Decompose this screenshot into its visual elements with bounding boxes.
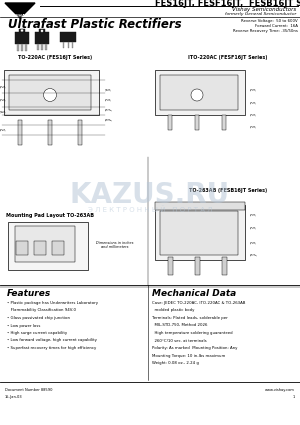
Text: 0.130
(3.30): 0.130 (3.30) bbox=[250, 227, 256, 230]
Text: 0.160
(4.06): 0.160 (4.06) bbox=[105, 89, 112, 91]
Polygon shape bbox=[5, 3, 35, 18]
Text: 0.220
(5.59): 0.220 (5.59) bbox=[0, 129, 7, 131]
Bar bbox=[222, 115, 226, 130]
Bar bbox=[155, 202, 245, 210]
Bar bbox=[155, 205, 245, 260]
Bar bbox=[72, 42, 74, 48]
Text: Polarity: As marked  Mounting Position: Any: Polarity: As marked Mounting Position: A… bbox=[152, 346, 237, 350]
Text: 0.500
(12.70): 0.500 (12.70) bbox=[250, 254, 258, 256]
Circle shape bbox=[191, 89, 203, 101]
Bar bbox=[78, 120, 82, 145]
Bar bbox=[17, 44, 19, 51]
Bar bbox=[160, 75, 238, 110]
Bar bbox=[167, 257, 172, 275]
Bar bbox=[68, 42, 69, 48]
Bar bbox=[60, 32, 76, 42]
Text: 0.390
(9.91): 0.390 (9.91) bbox=[250, 126, 256, 128]
Circle shape bbox=[40, 29, 43, 32]
Text: 260°C/10 sec. at terminals: 260°C/10 sec. at terminals bbox=[152, 338, 207, 343]
Bar bbox=[38, 44, 39, 50]
Text: 0.500
(12.70): 0.500 (12.70) bbox=[105, 109, 113, 111]
Bar bbox=[19, 29, 25, 32]
Bar bbox=[45, 44, 46, 50]
Text: 0.200
(5.08): 0.200 (5.08) bbox=[105, 99, 112, 101]
Bar bbox=[18, 120, 22, 145]
Circle shape bbox=[20, 29, 23, 32]
Text: Flammability Classification 94V-0: Flammability Classification 94V-0 bbox=[7, 309, 76, 312]
Bar bbox=[34, 241, 46, 255]
Bar bbox=[15, 226, 75, 262]
Text: ITO-220AC (FESF16JT Series): ITO-220AC (FESF16JT Series) bbox=[188, 54, 268, 60]
Text: • Low power loss: • Low power loss bbox=[7, 323, 40, 328]
Text: Mechanical Data: Mechanical Data bbox=[152, 289, 236, 298]
Bar bbox=[16, 241, 28, 255]
Text: 0.390
(9.91): 0.390 (9.91) bbox=[250, 242, 256, 244]
Text: KAZUS.RU: KAZUS.RU bbox=[70, 181, 230, 209]
Bar bbox=[63, 42, 64, 48]
Bar bbox=[48, 120, 52, 145]
Bar bbox=[39, 29, 45, 32]
Text: Document Number 88590: Document Number 88590 bbox=[5, 388, 52, 392]
Text: 0.040
(1.02): 0.040 (1.02) bbox=[250, 214, 256, 216]
Text: Vishay Semiconductors: Vishay Semiconductors bbox=[232, 6, 296, 11]
Text: • Glass passivated chip junction: • Glass passivated chip junction bbox=[7, 316, 70, 320]
Bar bbox=[15, 32, 29, 44]
Text: 0.130
(3.30): 0.130 (3.30) bbox=[250, 102, 256, 105]
Text: High temperature soldering guaranteed: High temperature soldering guaranteed bbox=[152, 331, 232, 335]
Bar bbox=[35, 32, 49, 44]
Text: Dimensions in inches
and millimeters: Dimensions in inches and millimeters bbox=[96, 241, 134, 249]
Text: FES16JT, FESF16JT,  FESB16JT Series: FES16JT, FESF16JT, FESB16JT Series bbox=[154, 0, 300, 8]
Text: Case: JEDEC TO-220AC, ITO-220AC & TO-263AB: Case: JEDEC TO-220AC, ITO-220AC & TO-263… bbox=[152, 301, 245, 305]
Bar bbox=[194, 257, 200, 275]
Text: Forward Current:  16A: Forward Current: 16A bbox=[255, 24, 298, 28]
Text: molded plastic body: molded plastic body bbox=[152, 309, 194, 312]
Bar bbox=[195, 115, 199, 130]
Bar bbox=[41, 44, 43, 50]
Text: 0.040
(1.02): 0.040 (1.02) bbox=[0, 86, 7, 88]
Text: 15-Jan-03: 15-Jan-03 bbox=[5, 395, 22, 399]
Text: TO-263AB (FESB16JT Series): TO-263AB (FESB16JT Series) bbox=[189, 187, 267, 193]
Bar bbox=[4, 70, 99, 115]
Text: Features: Features bbox=[7, 289, 51, 298]
Text: • Plastic package has Underwriters Laboratory: • Plastic package has Underwriters Labor… bbox=[7, 301, 98, 305]
Text: Weight: 0.08 oz., 2.24 g: Weight: 0.08 oz., 2.24 g bbox=[152, 361, 199, 365]
Bar bbox=[221, 257, 226, 275]
Text: formerly General Semiconductor: formerly General Semiconductor bbox=[225, 11, 296, 15]
Text: Ultrafast Plastic Rectifiers: Ultrafast Plastic Rectifiers bbox=[8, 17, 182, 31]
Text: www.vishay.com: www.vishay.com bbox=[265, 388, 295, 392]
Bar bbox=[8, 222, 88, 270]
Text: 0.130
(3.30): 0.130 (3.30) bbox=[0, 99, 7, 101]
Bar bbox=[155, 70, 245, 115]
Text: Reverse Recovery Time: .35/50ns: Reverse Recovery Time: .35/50ns bbox=[233, 29, 298, 33]
Text: 0.160
(4.06): 0.160 (4.06) bbox=[0, 110, 7, 113]
Bar bbox=[52, 241, 64, 255]
Circle shape bbox=[44, 88, 56, 102]
Text: • Superfast recovery times for high efficiency: • Superfast recovery times for high effi… bbox=[7, 346, 96, 350]
Text: Mounting Torque: 10 in-lbs maximum: Mounting Torque: 10 in-lbs maximum bbox=[152, 354, 225, 357]
Bar bbox=[160, 211, 238, 255]
Text: • High surge current capability: • High surge current capability bbox=[7, 331, 67, 335]
Text: TO-220AC (FES16JT Series): TO-220AC (FES16JT Series) bbox=[18, 54, 92, 60]
Bar bbox=[21, 44, 23, 51]
Text: • Low forward voltage, high current capability: • Low forward voltage, high current capa… bbox=[7, 338, 97, 343]
Bar bbox=[25, 44, 27, 51]
Text: 0.640
(16.26): 0.640 (16.26) bbox=[105, 119, 113, 122]
Bar bbox=[168, 115, 172, 130]
Text: Mounting Pad Layout TO-263AB: Mounting Pad Layout TO-263AB bbox=[6, 212, 94, 218]
Text: 1: 1 bbox=[293, 395, 295, 399]
Text: MIL-STD-750, Method 2026: MIL-STD-750, Method 2026 bbox=[152, 323, 207, 328]
Text: Terminals: Plated leads, solderable per: Terminals: Plated leads, solderable per bbox=[152, 316, 228, 320]
Text: Reverse Voltage:  50 to 600V: Reverse Voltage: 50 to 600V bbox=[242, 19, 298, 23]
Text: Э Л Е К Т Р О Н Н Ы Й   П О Р Т А Л: Э Л Е К Т Р О Н Н Ы Й П О Р Т А Л bbox=[88, 207, 212, 213]
Text: VISHAY: VISHAY bbox=[11, 14, 29, 18]
Bar bbox=[9, 75, 91, 110]
Text: 0.040
(1.02): 0.040 (1.02) bbox=[250, 89, 256, 91]
Text: 0.250
(6.35): 0.250 (6.35) bbox=[250, 113, 256, 116]
